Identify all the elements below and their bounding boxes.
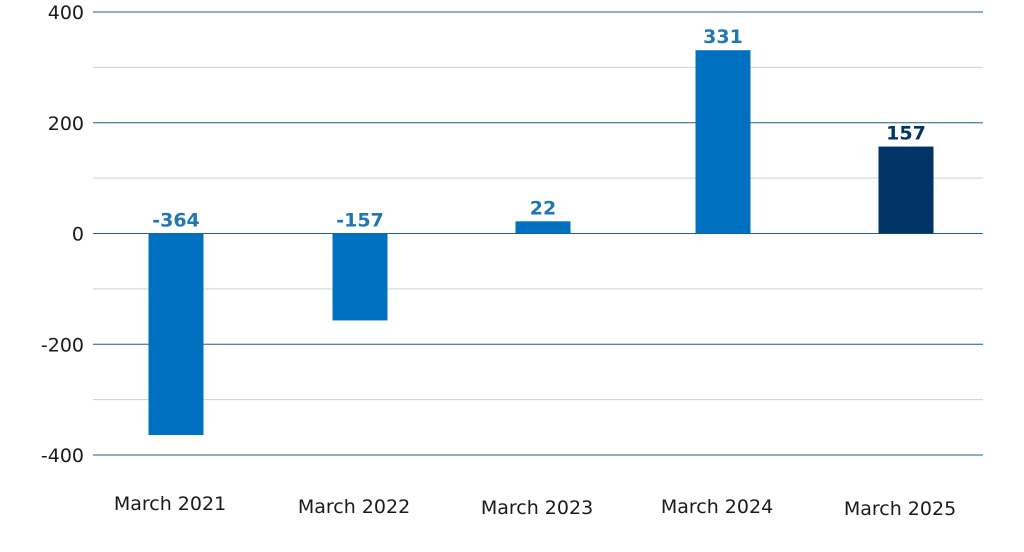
x-axis: March 2021 March 2022 March 2023 March 2024… [114,493,956,520]
y-tick-label: -400 [41,445,84,467]
bars [148,50,934,436]
y-tick-label: 200 [48,113,84,135]
x-tick-label: March 2025 [844,498,956,520]
data-label: 22 [530,197,556,219]
data-label: -157 [336,210,384,232]
bar [148,233,204,436]
bar [515,221,571,234]
x-tick-label: March 2021 [114,493,226,515]
bar [332,233,388,321]
data-labels: -364 -157 22 331 157 [152,26,926,231]
y-tick-label: 400 [48,2,84,24]
x-tick-label: March 2022 [298,496,410,518]
y-axis: 400 200 0 -200 -400 [41,2,84,467]
bar [878,146,934,234]
y-tick-label: 0 [72,224,84,246]
data-label: -364 [152,210,200,232]
x-tick-label: March 2023 [481,497,593,519]
x-tick-label: March 2024 [661,496,773,518]
data-label: 331 [703,26,743,48]
data-label: 157 [886,123,926,145]
gridlines [93,11,983,456]
bar [695,50,751,234]
y-tick-label: -200 [41,334,84,356]
